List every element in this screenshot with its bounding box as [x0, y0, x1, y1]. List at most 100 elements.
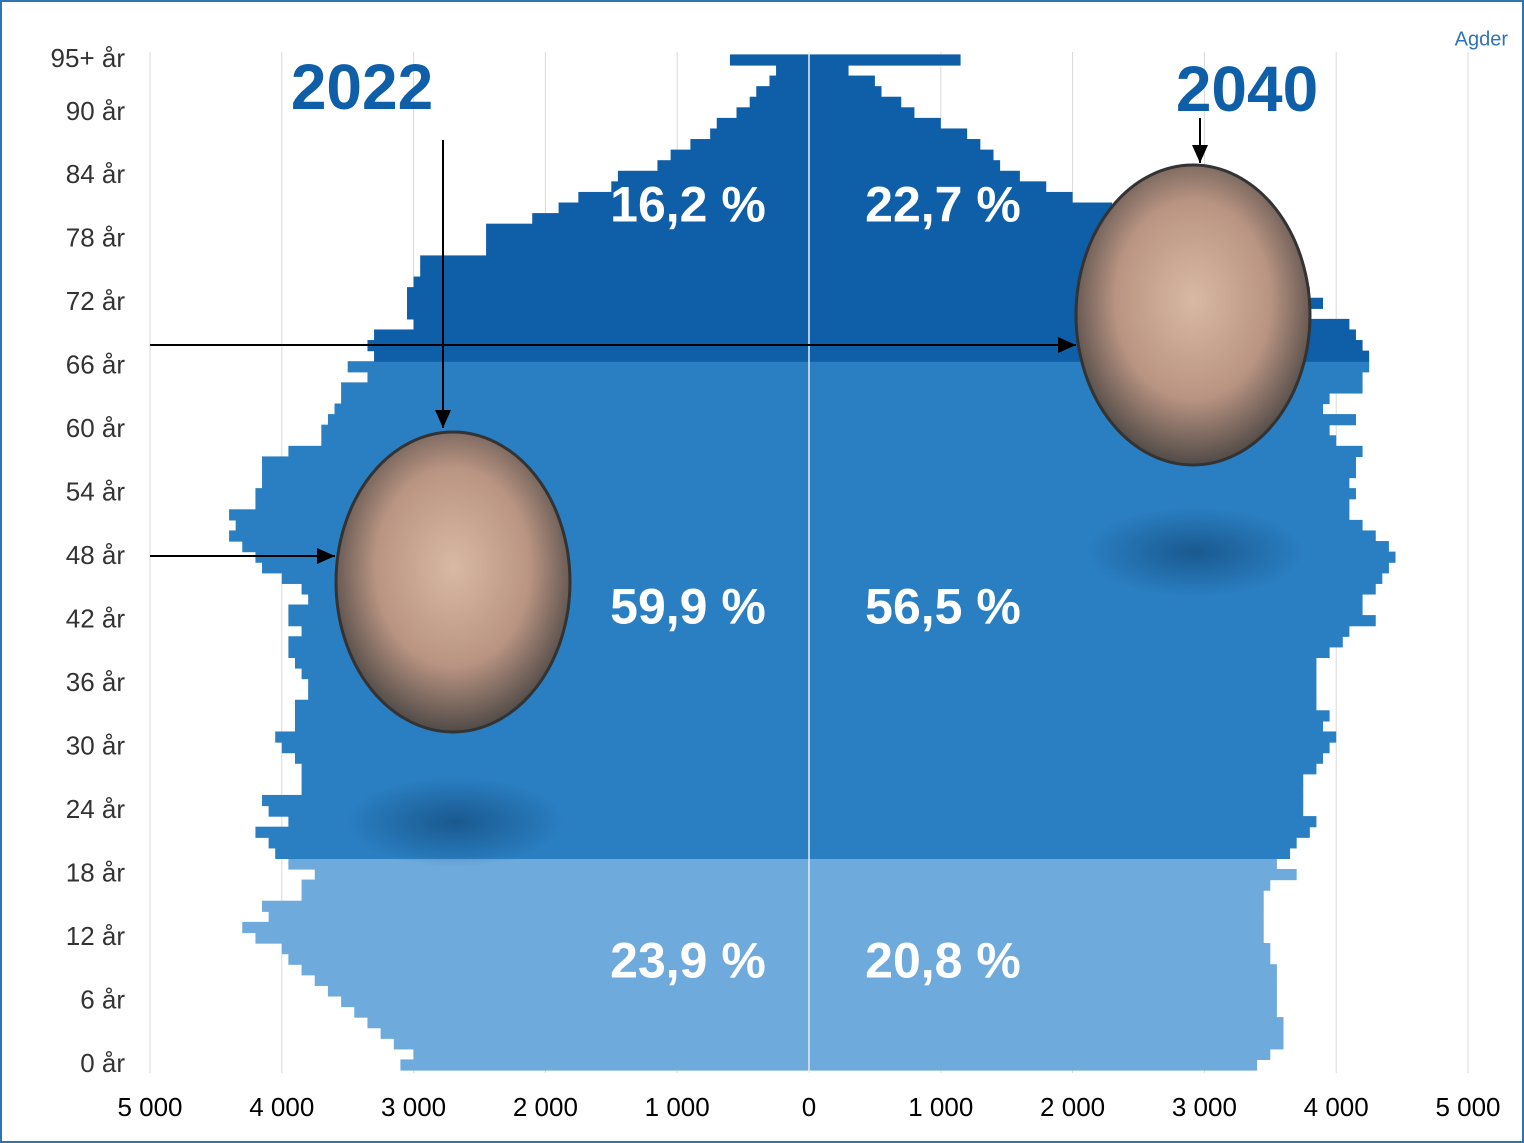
bar — [380, 1027, 809, 1039]
bar — [809, 445, 1363, 458]
bar — [809, 773, 1304, 785]
bar — [809, 160, 1001, 172]
bar — [809, 139, 981, 151]
bar — [809, 678, 1317, 690]
x-tick-label: 2 000 — [1040, 1092, 1105, 1122]
bar — [690, 139, 809, 151]
bar — [301, 763, 809, 775]
group-share: 20,8 % — [865, 933, 1021, 989]
x-tick-label: 3 000 — [1172, 1092, 1237, 1122]
bar — [657, 160, 809, 172]
bar — [809, 794, 1304, 807]
bar — [486, 223, 809, 235]
bar — [301, 890, 809, 902]
bar — [809, 297, 1324, 309]
bar — [809, 96, 902, 108]
bar — [288, 445, 809, 458]
bar — [809, 117, 941, 130]
bar — [262, 466, 809, 479]
x-tick-label: 0 — [802, 1092, 816, 1122]
bar — [809, 974, 1277, 986]
bar — [809, 107, 915, 119]
bar — [809, 1059, 1258, 1071]
bar — [809, 879, 1271, 891]
bar — [809, 64, 849, 77]
bar — [617, 170, 809, 182]
bar — [809, 583, 1376, 595]
bar — [809, 170, 1020, 182]
bar — [809, 858, 1277, 870]
bar — [809, 911, 1264, 923]
bar — [809, 805, 1304, 817]
y-tick-label: 18 år — [66, 857, 126, 887]
bar — [288, 858, 809, 870]
x-tick-label: 4 000 — [1304, 1092, 1369, 1122]
bar — [255, 932, 809, 944]
group-share: 22,7 % — [865, 176, 1021, 232]
bar — [809, 276, 1291, 288]
bar — [809, 985, 1277, 997]
bar — [407, 308, 809, 320]
bar — [809, 847, 1291, 860]
bar — [321, 435, 809, 447]
bar — [314, 974, 809, 986]
bar — [809, 625, 1350, 637]
bar — [558, 202, 809, 214]
y-tick-label: 60 år — [66, 413, 126, 443]
y-tick-label: 6 år — [80, 984, 125, 1014]
bar — [809, 149, 994, 161]
bar — [809, 382, 1363, 394]
bar — [809, 636, 1343, 648]
bar — [809, 244, 1231, 257]
bar — [301, 879, 809, 891]
bar — [756, 86, 809, 98]
bar — [314, 868, 809, 881]
x-tick-label: 2 000 — [513, 1092, 578, 1122]
bar — [341, 995, 809, 1008]
bar — [809, 234, 1205, 246]
bar — [809, 392, 1330, 405]
bar — [809, 604, 1363, 616]
y-tick-label: 95+ år — [51, 43, 126, 73]
bar — [809, 466, 1356, 479]
x-tick-label: 5 000 — [117, 1092, 182, 1122]
bar — [809, 498, 1350, 510]
bar — [809, 953, 1271, 965]
bar — [809, 657, 1317, 669]
bar — [729, 54, 809, 66]
bar — [578, 191, 809, 204]
bar — [374, 329, 809, 341]
bar — [294, 752, 810, 764]
bar — [400, 1059, 809, 1071]
bar — [809, 816, 1317, 828]
y-tick-label: 30 år — [66, 731, 126, 761]
bar — [809, 995, 1277, 1008]
bar — [275, 847, 810, 860]
bar — [809, 223, 1185, 235]
bar — [262, 900, 809, 912]
bar — [809, 1017, 1284, 1029]
bar — [710, 128, 809, 140]
y-tick-label: 90 år — [66, 96, 126, 126]
bar — [809, 943, 1271, 955]
chart-title: Agder — [1455, 28, 1509, 50]
bar — [809, 424, 1330, 436]
bar — [308, 678, 809, 690]
bar — [347, 361, 809, 373]
bar — [294, 720, 810, 733]
bar — [327, 414, 809, 426]
y-tick-label: 84 år — [66, 159, 126, 189]
bar — [809, 763, 1317, 775]
bar — [809, 75, 875, 87]
bar — [809, 202, 1113, 214]
bar — [486, 244, 809, 257]
bar — [809, 308, 1310, 320]
bar — [809, 265, 1258, 278]
bar — [242, 921, 809, 934]
bar — [809, 1038, 1284, 1050]
bar — [341, 392, 809, 405]
bar — [809, 403, 1324, 415]
bar — [809, 868, 1297, 881]
bar — [809, 414, 1356, 426]
